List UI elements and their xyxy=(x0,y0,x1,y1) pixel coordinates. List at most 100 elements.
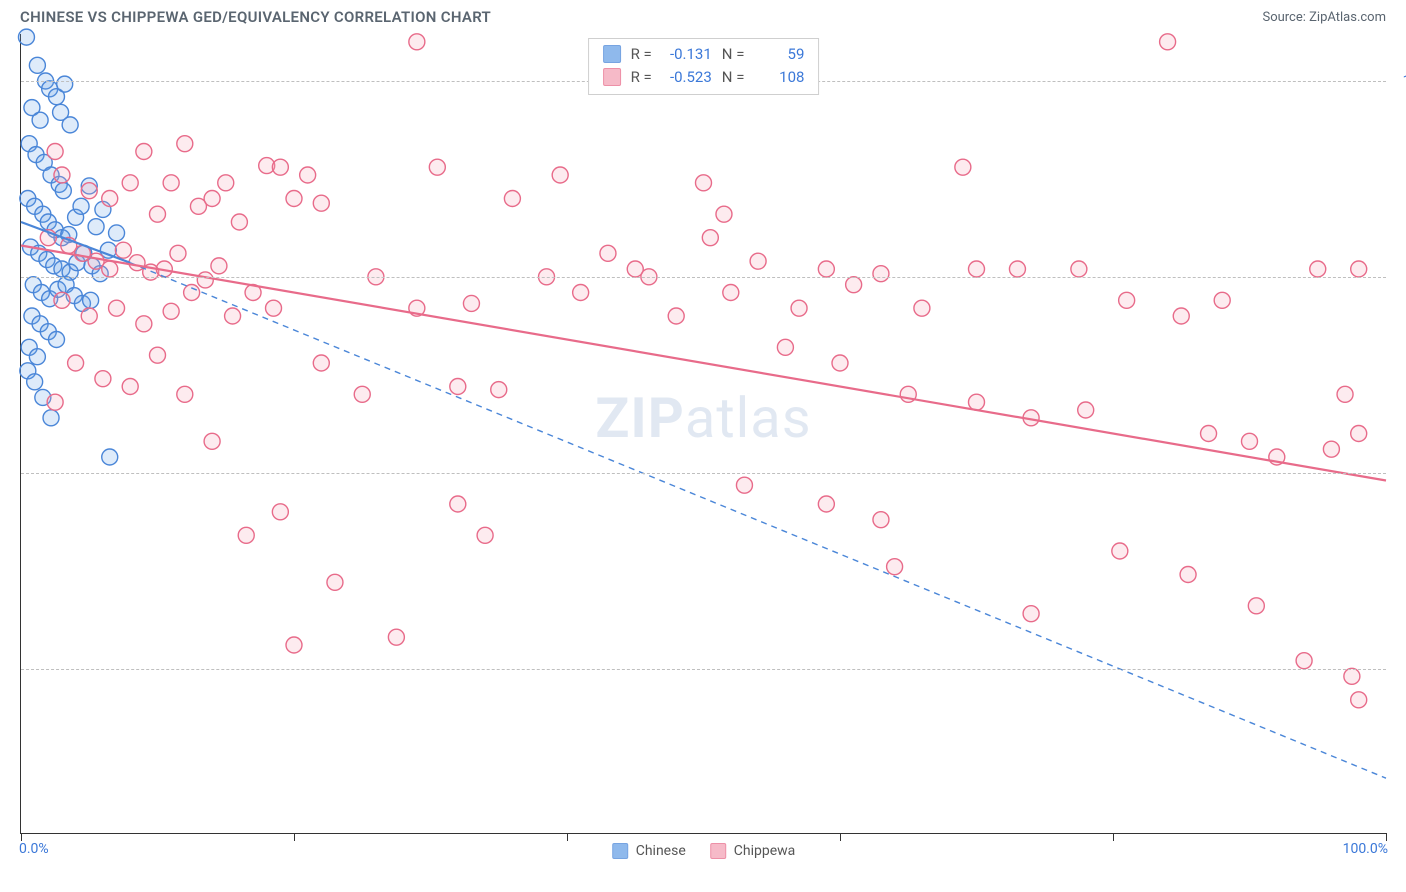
scatter-point-chippewa xyxy=(211,258,227,274)
scatter-point-chippewa xyxy=(1009,261,1025,277)
scatter-point-chippewa xyxy=(818,261,834,277)
trendline-chippewa xyxy=(21,246,1386,481)
correlation-stats-box: R = -0.131 N = 59 R = -0.523 N = 108 xyxy=(588,38,820,95)
scatter-point-chippewa xyxy=(504,191,520,207)
scatter-point-chippewa xyxy=(832,355,848,371)
x-tick xyxy=(1386,833,1387,841)
scatter-point-chippewa xyxy=(1214,292,1230,308)
scatter-point-chippewa xyxy=(723,285,739,301)
scatter-point-chippewa xyxy=(429,159,445,175)
scatter-point-chippewa xyxy=(231,214,247,230)
scatter-point-chippewa xyxy=(1344,668,1360,684)
x-tick xyxy=(567,833,568,841)
scatter-point-chippewa xyxy=(1337,386,1353,402)
scatter-point-chippewa xyxy=(969,394,985,410)
scatter-point-chippewa xyxy=(463,295,479,311)
scatter-point-chippewa xyxy=(573,285,589,301)
scatter-point-chippewa xyxy=(1112,543,1128,559)
scatter-point-chinese xyxy=(102,449,118,465)
scatter-point-chippewa xyxy=(1078,402,1094,418)
r-value-chinese: -0.131 xyxy=(662,43,712,66)
scatter-point-chippewa xyxy=(286,637,302,653)
scatter-point-chinese xyxy=(55,183,71,199)
scatter-point-chinese xyxy=(73,198,89,214)
x-axis-origin-label: 0.0% xyxy=(19,841,49,857)
chart-header: CHINESE VS CHIPPEWA GED/EQUIVALENCY CORR… xyxy=(0,0,1406,30)
scatter-point-chippewa xyxy=(177,386,193,402)
gridline xyxy=(21,473,1386,474)
scatter-point-chippewa xyxy=(122,175,138,191)
scatter-point-chippewa xyxy=(163,303,179,319)
chart-title: CHINESE VS CHIPPEWA GED/EQUIVALENCY CORR… xyxy=(20,8,491,26)
x-tick xyxy=(21,833,22,841)
y-axis-label: GED/Equivalency xyxy=(0,380,1,486)
scatter-point-chippewa xyxy=(668,308,684,324)
scatter-point-chippewa xyxy=(204,191,220,207)
scatter-point-chippewa xyxy=(450,379,466,395)
x-tick xyxy=(840,833,841,841)
scatter-point-chinese xyxy=(29,349,45,365)
scatter-point-chippewa xyxy=(1248,598,1264,614)
scatter-point-chippewa xyxy=(136,316,152,332)
scatter-point-chippewa xyxy=(450,496,466,512)
scatter-point-chippewa xyxy=(68,355,84,371)
scatter-point-chippewa xyxy=(887,559,903,575)
scatter-point-chippewa xyxy=(102,191,118,207)
scatter-point-chippewa xyxy=(115,242,131,258)
scatter-point-chippewa xyxy=(1351,692,1367,708)
scatter-point-chippewa xyxy=(409,34,425,50)
scatter-point-chippewa xyxy=(150,206,166,222)
scatter-point-chippewa xyxy=(197,272,213,288)
scatter-point-chippewa xyxy=(873,512,889,528)
scatter-point-chippewa xyxy=(552,167,568,183)
scatter-point-chippewa xyxy=(1023,606,1039,622)
chart-area: GED/Equivalency ZIPatlas 62.5%75.0%87.5%… xyxy=(20,34,1386,834)
scatter-point-chippewa xyxy=(1351,261,1367,277)
scatter-point-chippewa xyxy=(313,195,329,211)
scatter-point-chippewa xyxy=(955,159,971,175)
scatter-point-chinese xyxy=(18,29,34,45)
scatter-point-chippewa xyxy=(1310,261,1326,277)
scatter-point-chippewa xyxy=(477,527,493,543)
scatter-point-chippewa xyxy=(716,206,732,222)
scatter-point-chippewa xyxy=(327,574,343,590)
legend-item-chippewa: Chippewa xyxy=(710,843,796,859)
swatch-chippewa xyxy=(603,68,621,86)
scatter-point-chinese xyxy=(48,332,64,348)
scatter-point-chippewa xyxy=(300,167,316,183)
gridline xyxy=(21,669,1386,670)
scatter-point-chippewa xyxy=(1201,426,1217,442)
scatter-point-chinese xyxy=(27,374,43,390)
scatter-point-chippewa xyxy=(136,144,152,160)
scatter-point-chippewa xyxy=(150,347,166,363)
scatter-point-chippewa xyxy=(388,629,404,645)
scatter-point-chippewa xyxy=(313,355,329,371)
legend-label-chinese: Chinese xyxy=(636,843,686,859)
scatter-point-chippewa xyxy=(272,159,288,175)
scatter-point-chinese xyxy=(29,57,45,73)
legend-label-chippewa: Chippewa xyxy=(734,843,796,859)
y-tick-label: 100.0% xyxy=(1403,73,1406,89)
scatter-point-chippewa xyxy=(696,175,712,191)
n-value-chinese: 59 xyxy=(754,43,804,66)
scatter-point-chippewa xyxy=(95,371,111,387)
scatter-point-chippewa xyxy=(914,300,930,316)
scatter-point-chippewa xyxy=(1180,567,1196,583)
scatter-point-chippewa xyxy=(736,477,752,493)
scatter-point-chippewa xyxy=(491,382,507,398)
x-tick xyxy=(1113,833,1114,841)
scatter-point-chippewa xyxy=(54,167,70,183)
scatter-point-chippewa xyxy=(102,261,118,277)
scatter-point-chippewa xyxy=(791,300,807,316)
scatter-point-chinese xyxy=(88,219,104,235)
legend-swatch-chippewa xyxy=(710,843,726,859)
scatter-point-chippewa xyxy=(47,394,63,410)
legend: Chinese Chippewa xyxy=(612,843,796,859)
scatter-point-chippewa xyxy=(225,308,241,324)
swatch-chinese xyxy=(603,45,621,63)
legend-item-chinese: Chinese xyxy=(612,843,686,859)
scatter-point-chippewa xyxy=(54,292,70,308)
x-axis-max-label: 100.0% xyxy=(1343,841,1388,857)
scatter-point-chippewa xyxy=(177,136,193,152)
scatter-point-chippewa xyxy=(354,386,370,402)
